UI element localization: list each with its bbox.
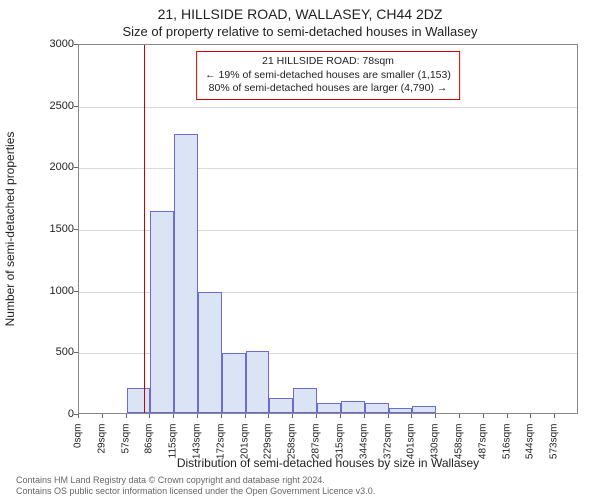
- plot-area: 21 HILLSIDE ROAD: 78sqm ← 19% of semi-de…: [78, 44, 578, 414]
- x-tick-mark: [126, 414, 127, 418]
- x-tick-label: 458sqm: [453, 424, 464, 484]
- x-tick-mark: [197, 414, 198, 418]
- x-tick-label: 573sqm: [549, 424, 560, 484]
- y-axis-label: Number of semi-detached properties: [3, 132, 17, 327]
- y-tick-mark: [74, 167, 78, 168]
- infobox-line2: ← 19% of semi-detached houses are smalle…: [205, 69, 451, 83]
- x-tick-mark: [316, 414, 317, 418]
- histogram-bar: [127, 388, 151, 413]
- histogram-bar: [222, 353, 246, 413]
- x-tick-mark: [102, 414, 103, 418]
- x-tick-label: 0sqm: [73, 424, 84, 484]
- x-tick-mark: [435, 414, 436, 418]
- x-tick-label: 57sqm: [120, 424, 131, 484]
- x-tick-label: 229sqm: [263, 424, 274, 484]
- x-tick-label: 29sqm: [96, 424, 107, 484]
- y-tick-label: 500: [24, 346, 74, 358]
- y-tick-label: 2000: [24, 161, 74, 173]
- marker-infobox: 21 HILLSIDE ROAD: 78sqm ← 19% of semi-de…: [196, 51, 460, 100]
- x-tick-label: 430sqm: [430, 424, 441, 484]
- x-tick-mark: [388, 414, 389, 418]
- footer-line2: Contains OS public sector information li…: [16, 486, 375, 496]
- x-tick-label: 172sqm: [215, 424, 226, 484]
- y-tick-mark: [74, 106, 78, 107]
- x-tick-label: 143sqm: [192, 424, 203, 484]
- y-tick-mark: [74, 352, 78, 353]
- x-tick-label: 516sqm: [501, 424, 512, 484]
- x-tick-label: 315sqm: [334, 424, 345, 484]
- histogram-bar: [365, 403, 389, 413]
- y-tick-label: 1000: [24, 285, 74, 297]
- x-tick-mark: [245, 414, 246, 418]
- x-tick-label: 401sqm: [406, 424, 417, 484]
- y-tick-mark: [74, 44, 78, 45]
- y-tick-label: 2500: [24, 100, 74, 112]
- histogram-bar: [198, 292, 222, 413]
- chart-title-address: 21, HILLSIDE ROAD, WALLASEY, CH44 2DZ: [0, 6, 600, 22]
- histogram-bar: [269, 398, 293, 413]
- x-tick-label: 372sqm: [382, 424, 393, 484]
- x-tick-label: 115sqm: [168, 424, 179, 484]
- histogram-bar: [150, 211, 174, 413]
- infobox-line3: 80% of semi-detached houses are larger (…: [205, 82, 451, 96]
- x-tick-mark: [554, 414, 555, 418]
- x-tick-mark: [268, 414, 269, 418]
- y-tick-label: 3000: [24, 38, 74, 50]
- x-tick-mark: [459, 414, 460, 418]
- y-tick-mark: [74, 291, 78, 292]
- x-tick-mark: [411, 414, 412, 418]
- x-tick-mark: [507, 414, 508, 418]
- x-tick-mark: [340, 414, 341, 418]
- x-tick-mark: [483, 414, 484, 418]
- x-tick-mark: [221, 414, 222, 418]
- x-tick-label: 344sqm: [358, 424, 369, 484]
- histogram-bar: [174, 134, 198, 413]
- x-tick-mark: [530, 414, 531, 418]
- x-tick-label: 487sqm: [477, 424, 488, 484]
- y-tick-mark: [74, 229, 78, 230]
- infobox-line1: 21 HILLSIDE ROAD: 78sqm: [205, 55, 451, 69]
- chart-title-desc: Size of property relative to semi-detach…: [0, 24, 600, 39]
- marker-line: [144, 45, 145, 413]
- x-tick-mark: [364, 414, 365, 418]
- histogram-bar: [389, 408, 413, 413]
- y-tick-label: 0: [24, 408, 74, 420]
- grid-line: [79, 168, 577, 169]
- histogram-bar: [341, 401, 365, 413]
- x-tick-label: 86sqm: [144, 424, 155, 484]
- x-tick-label: 287sqm: [311, 424, 322, 484]
- grid-line: [79, 107, 577, 108]
- x-tick-mark: [78, 414, 79, 418]
- histogram-bar: [293, 388, 317, 413]
- x-tick-label: 258sqm: [287, 424, 298, 484]
- y-tick-label: 1500: [24, 223, 74, 235]
- x-tick-mark: [292, 414, 293, 418]
- x-tick-label: 201sqm: [239, 424, 250, 484]
- histogram-bar: [317, 403, 341, 413]
- histogram-bar: [246, 351, 270, 413]
- x-tick-label: 544sqm: [525, 424, 536, 484]
- x-tick-mark: [149, 414, 150, 418]
- histogram-bar: [412, 406, 436, 413]
- x-tick-mark: [173, 414, 174, 418]
